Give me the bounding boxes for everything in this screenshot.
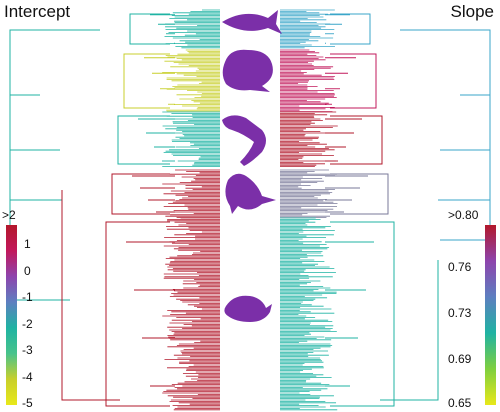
clade-branch bbox=[129, 13, 170, 45]
lizard-icon bbox=[222, 115, 266, 166]
intercept-colorbar-gradient bbox=[6, 225, 17, 405]
backbone-branch bbox=[380, 260, 439, 401]
backbone-branch bbox=[9, 29, 100, 301]
frog-icon bbox=[222, 49, 273, 92]
clade-branch bbox=[330, 13, 371, 45]
intercept-tick: -5 bbox=[22, 396, 33, 410]
clade-branch bbox=[111, 173, 170, 215]
clade-branch bbox=[117, 115, 170, 165]
clade-branch bbox=[330, 221, 395, 407]
intercept-tick: 1 bbox=[24, 237, 31, 251]
slope-tick: >0.80 bbox=[448, 208, 479, 222]
intercept-tick: -2 bbox=[22, 317, 33, 331]
fish-icon bbox=[222, 10, 282, 34]
clade-branch bbox=[105, 221, 170, 407]
slope-tick: 0.76 bbox=[448, 260, 472, 274]
bird-icon bbox=[225, 173, 276, 214]
intercept-tick: 0 bbox=[24, 264, 31, 278]
intercept-title: Intercept bbox=[4, 2, 71, 21]
intercept-tick: >2 bbox=[2, 208, 16, 222]
slope-colorbar-gradient bbox=[485, 225, 496, 405]
clade-branch bbox=[330, 173, 389, 215]
intercept-tick: -4 bbox=[22, 370, 33, 384]
slope-tick: 0.69 bbox=[448, 352, 472, 366]
slope-tick: 0.65 bbox=[448, 396, 472, 410]
slope-title: Slope bbox=[450, 2, 494, 21]
intercept-tick: -3 bbox=[22, 343, 33, 357]
intercept-tick: -1 bbox=[22, 290, 33, 304]
slope-tick: 0.73 bbox=[448, 306, 472, 320]
clade-branch bbox=[123, 53, 170, 109]
clade-branch bbox=[330, 53, 377, 109]
rodent-icon bbox=[224, 295, 272, 322]
backbone-branch bbox=[400, 29, 491, 241]
backbone-branch bbox=[61, 190, 120, 401]
clade-branch bbox=[330, 115, 383, 165]
